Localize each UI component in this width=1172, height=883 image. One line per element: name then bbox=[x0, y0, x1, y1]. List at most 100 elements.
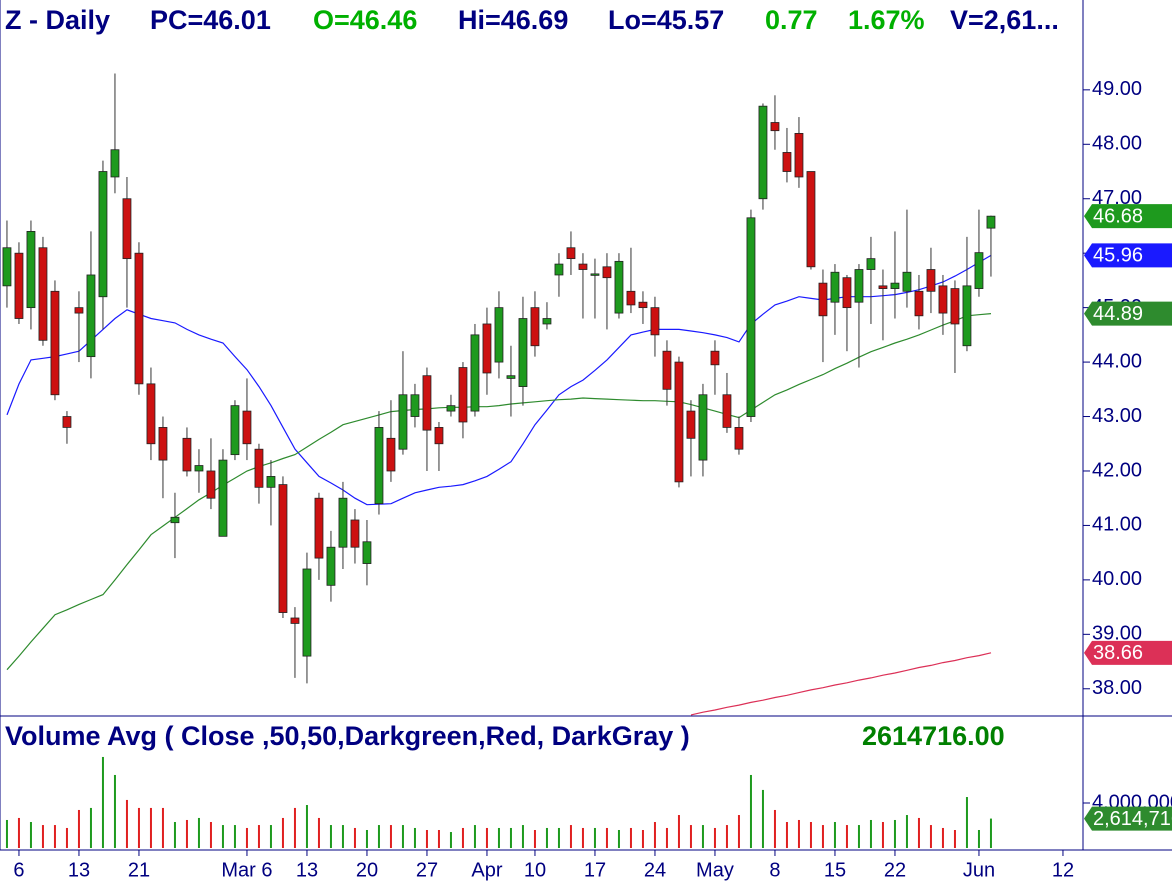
volume-bar bbox=[305, 805, 308, 848]
volume-bar bbox=[641, 829, 644, 848]
candle-body bbox=[842, 277, 852, 309]
volume-bar bbox=[197, 817, 200, 848]
candle-body bbox=[410, 394, 420, 417]
volume-bar bbox=[497, 827, 500, 848]
candle-body bbox=[134, 252, 144, 385]
volume-bar bbox=[77, 809, 80, 848]
volume-bar bbox=[857, 825, 860, 848]
x-tick-label: 13 bbox=[296, 859, 318, 881]
last-value-label: 44.89 bbox=[1093, 303, 1143, 325]
candle-body bbox=[626, 290, 636, 306]
candle-body bbox=[902, 271, 912, 292]
volume-bar bbox=[365, 829, 368, 848]
volume-bar bbox=[761, 789, 764, 848]
last-value-box bbox=[1084, 204, 1172, 229]
volume-bar bbox=[905, 815, 908, 848]
candle-body bbox=[242, 410, 252, 445]
x-tick-label: 8 bbox=[769, 859, 780, 881]
candle-body bbox=[482, 323, 492, 374]
candle-body bbox=[986, 215, 996, 229]
candle-body bbox=[158, 427, 168, 461]
x-tick-label: 15 bbox=[824, 859, 846, 881]
candle-body bbox=[266, 476, 276, 488]
candle-body bbox=[614, 260, 624, 314]
candle-body bbox=[866, 258, 876, 270]
x-tick-label: Jun bbox=[963, 859, 995, 881]
candle-body bbox=[854, 269, 864, 303]
volume-bar bbox=[833, 822, 836, 848]
candle-body bbox=[662, 350, 672, 390]
candle-body bbox=[194, 465, 204, 472]
volume-bar bbox=[881, 822, 884, 848]
x-tick-label: 24 bbox=[644, 859, 666, 881]
candle-body bbox=[818, 282, 828, 317]
y-tick-label: 47.00 bbox=[1092, 187, 1142, 209]
candle-body bbox=[734, 427, 744, 450]
volume-bar bbox=[281, 817, 284, 848]
candle-body bbox=[722, 394, 732, 428]
volume-value: 2614716.00 bbox=[862, 721, 1005, 751]
volume-bar bbox=[473, 825, 476, 848]
volume-bar bbox=[821, 825, 824, 848]
candle-body bbox=[830, 271, 840, 303]
volume-bar bbox=[689, 825, 692, 848]
volume-bar bbox=[125, 799, 128, 848]
candle-body bbox=[638, 301, 648, 309]
candle-body bbox=[110, 149, 120, 178]
volume-bar bbox=[917, 817, 920, 848]
moving-average-line bbox=[690, 652, 992, 716]
candle-body bbox=[746, 217, 756, 417]
header-stat: Lo=45.57 bbox=[608, 5, 724, 35]
volume-bar bbox=[425, 829, 428, 848]
candle-body bbox=[590, 273, 600, 276]
y-tick-label: 39.00 bbox=[1092, 623, 1142, 645]
x-tick-label: Mar 6 bbox=[221, 859, 272, 881]
candle-body bbox=[98, 171, 108, 298]
x-tick-label: May bbox=[696, 859, 734, 881]
x-tick-label: 22 bbox=[884, 859, 906, 881]
candle-body bbox=[290, 617, 300, 624]
candle-body bbox=[650, 307, 660, 336]
x-tick-label: 10 bbox=[524, 859, 546, 881]
volume-bar bbox=[353, 827, 356, 848]
volume-bar bbox=[413, 827, 416, 848]
candle-body bbox=[62, 416, 72, 428]
candle-body bbox=[458, 367, 468, 423]
x-tick-label: Apr bbox=[471, 859, 502, 881]
volume-bar bbox=[545, 827, 548, 848]
candle-body bbox=[302, 568, 312, 657]
volume-bar bbox=[293, 807, 296, 848]
volume-bar bbox=[377, 825, 380, 848]
volume-bar bbox=[941, 827, 944, 848]
candle-body bbox=[218, 459, 228, 537]
candle-body bbox=[206, 470, 216, 499]
volume-bar bbox=[161, 807, 164, 848]
candle-body bbox=[254, 448, 264, 488]
header-stat: Hi=46.69 bbox=[458, 5, 568, 35]
candle-body bbox=[314, 497, 324, 559]
last-value-box bbox=[1084, 640, 1172, 665]
volume-bar bbox=[233, 825, 236, 848]
volume-title: Volume Avg ( Close ,50,50,Darkgreen,Red,… bbox=[5, 721, 690, 751]
volume-bar bbox=[929, 825, 932, 848]
candle-body bbox=[566, 247, 576, 260]
volume-bar bbox=[485, 827, 488, 848]
volume-bar bbox=[173, 822, 176, 848]
candle-body bbox=[542, 318, 552, 325]
y-tick-label: 48.00 bbox=[1092, 133, 1142, 155]
candle-body bbox=[674, 361, 684, 483]
x-tick-label: 13 bbox=[68, 859, 90, 881]
x-tick-label: 27 bbox=[416, 859, 438, 881]
volume-bar bbox=[749, 774, 752, 848]
y-tick-label: 44.00 bbox=[1092, 350, 1142, 372]
y-tick-label: 41.00 bbox=[1092, 514, 1142, 536]
volume-bar bbox=[617, 829, 620, 848]
candle-body bbox=[350, 519, 360, 548]
volume-bar bbox=[869, 819, 872, 848]
volume-bar bbox=[725, 825, 728, 848]
candle-body bbox=[926, 269, 936, 292]
volume-bar bbox=[773, 809, 776, 848]
candle-body bbox=[914, 290, 924, 317]
